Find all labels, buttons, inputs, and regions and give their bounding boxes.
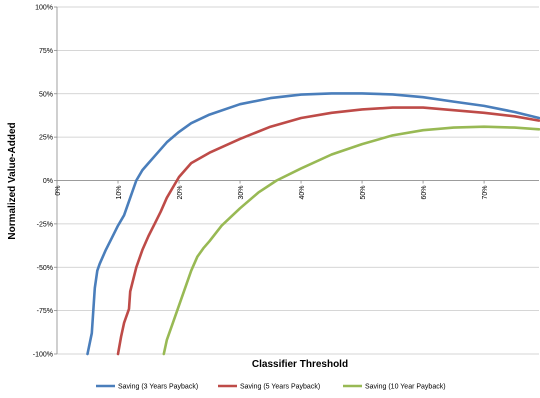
series-lines [86, 92, 540, 356]
x-tick-label: 0% [55, 186, 62, 196]
y-tick-label: 25% [39, 135, 53, 142]
x-tick-label: 50% [360, 186, 367, 200]
y-tick-labels: 100% 75% 50% 25% 0% -25% -50% -75% -100% [33, 5, 53, 359]
x-tick-label: 40% [299, 186, 306, 200]
series-line-3 [162, 125, 540, 356]
y-tick-label: 100% [35, 5, 53, 12]
x-tick-label: 60% [421, 186, 428, 200]
y-tick-label: 0% [43, 178, 53, 185]
y-tick-label: -25% [37, 221, 53, 228]
y-axis-label: Normalized Value-Added [7, 122, 18, 239]
x-tick-labels: 0% 10% 20% 30% 40% 50% 60% 70% [55, 186, 489, 200]
x-tick-label: 70% [482, 186, 489, 200]
y-tick-label: 50% [39, 91, 53, 98]
y-tick-label: 75% [39, 48, 53, 55]
y-tick-label: -50% [37, 265, 53, 272]
x-tick-label: 10% [116, 186, 123, 200]
y-tick-label: -100% [33, 352, 53, 359]
series-line-2 [116, 106, 540, 356]
series-line-1 [86, 92, 540, 356]
legend-label-3: Saving (10 Year Payback) [365, 384, 446, 391]
x-axis-label: Classifier Threshold [252, 359, 348, 370]
x-tick-label: 20% [177, 186, 184, 200]
axes [54, 6, 539, 355]
x-tick-label: 30% [238, 186, 245, 200]
legend-label-1: Saving (3 Years Payback) [118, 384, 198, 391]
legend-label-2: Saving (5 Years Payback) [240, 384, 320, 391]
y-tick-label: -75% [37, 308, 53, 315]
legend: Saving (3 Years Payback) Saving (5 Years … [96, 384, 446, 391]
